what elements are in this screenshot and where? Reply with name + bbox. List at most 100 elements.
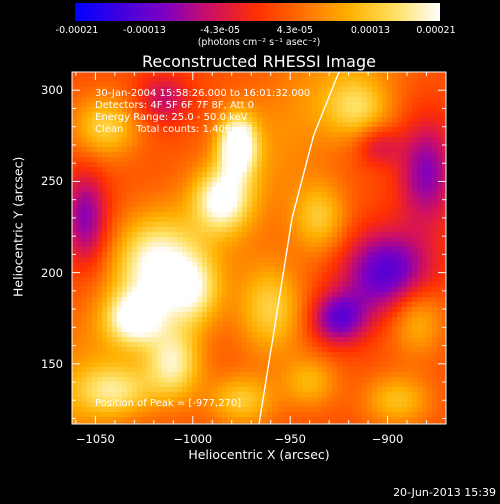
heatmap-cell [162, 102, 168, 108]
heatmap-cell [152, 227, 158, 233]
heatmap-cell [292, 227, 298, 233]
heatmap-cell [332, 92, 338, 98]
heatmap-cell [407, 312, 413, 318]
heatmap-cell [292, 117, 298, 123]
heatmap-cell [182, 312, 188, 318]
heatmap-cell [177, 277, 183, 283]
heatmap-cell [232, 227, 238, 233]
heatmap-cell [247, 287, 253, 293]
heatmap-cell [92, 347, 98, 353]
heatmap-cell [312, 182, 318, 188]
heatmap-cell [92, 77, 98, 83]
heatmap-cell [277, 297, 283, 303]
heatmap-cell [317, 332, 323, 338]
heatmap-cell [107, 217, 113, 223]
heatmap-cell [382, 167, 388, 173]
heatmap-cell [137, 242, 143, 248]
heatmap-cell [137, 262, 143, 268]
heatmap-cell [107, 307, 113, 313]
heatmap-cell [162, 347, 168, 353]
heatmap-cell [362, 377, 368, 383]
heatmap-cell [232, 302, 238, 308]
heatmap-cell [177, 162, 183, 168]
heatmap-cell [197, 162, 203, 168]
heatmap-cell [232, 387, 238, 393]
heatmap-cell [207, 207, 213, 213]
heatmap-cell [277, 262, 283, 268]
heatmap-cell [342, 142, 348, 148]
heatmap-cell [222, 282, 228, 288]
heatmap-cell [277, 167, 283, 173]
heatmap-cell [327, 182, 333, 188]
heatmap-cell [347, 192, 353, 198]
heatmap-cell [222, 307, 228, 313]
heatmap-cell [247, 362, 253, 368]
heatmap-cell [152, 82, 158, 88]
heatmap-cell [72, 77, 78, 83]
heatmap-cell [212, 152, 218, 158]
heatmap-cell [227, 387, 233, 393]
heatmap-cell [162, 247, 168, 253]
heatmap-cell [352, 287, 358, 293]
heatmap-cell [282, 342, 288, 348]
heatmap-cell [317, 242, 323, 248]
heatmap-cell [232, 122, 238, 128]
heatmap-cell [92, 382, 98, 388]
heatmap-cell [317, 112, 323, 118]
heatmap-cell [207, 397, 213, 403]
heatmap-cell [312, 337, 318, 343]
heatmap-cell [112, 142, 118, 148]
heatmap-cell [272, 87, 278, 93]
heatmap-cell [232, 107, 238, 113]
heatmap-cell [397, 282, 403, 288]
heatmap-cell [427, 377, 433, 383]
heatmap-cell [112, 117, 118, 123]
heatmap-cell [87, 207, 93, 213]
heatmap-cell [267, 237, 273, 243]
heatmap-cell [257, 107, 263, 113]
heatmap-cell [77, 282, 83, 288]
heatmap-cell [437, 322, 443, 328]
heatmap-cell [117, 97, 123, 103]
heatmap-cell [127, 352, 133, 358]
heatmap-cell [347, 177, 353, 183]
heatmap-cell [422, 257, 428, 263]
heatmap-cell [437, 237, 443, 243]
heatmap-cell [177, 202, 183, 208]
heatmap-cell [77, 337, 83, 343]
heatmap-cell [242, 362, 248, 368]
heatmap-cell [102, 207, 108, 213]
heatmap-cell [282, 192, 288, 198]
heatmap-cell [397, 267, 403, 273]
heatmap-cell [207, 237, 213, 243]
heatmap-cell [352, 327, 358, 333]
heatmap-cell [312, 362, 318, 368]
heatmap-cell [112, 157, 118, 163]
heatmap-cell [202, 122, 208, 128]
heatmap-cell [352, 97, 358, 103]
heatmap-cell [292, 272, 298, 278]
heatmap-cell [177, 167, 183, 173]
heatmap-cell [227, 262, 233, 268]
heatmap-cell [272, 107, 278, 113]
heatmap-cell [432, 327, 438, 333]
heatmap-cell [322, 112, 328, 118]
heatmap-cell [412, 102, 418, 108]
heatmap-cell [287, 252, 293, 258]
heatmap-cell [192, 122, 198, 128]
heatmap-cell [202, 347, 208, 353]
heatmap-cell [327, 237, 333, 243]
heatmap-cell [287, 182, 293, 188]
heatmap-cell [167, 242, 173, 248]
heatmap-cell [322, 277, 328, 283]
heatmap-cell [147, 217, 153, 223]
heatmap-cell [107, 242, 113, 248]
heatmap-cell [407, 342, 413, 348]
heatmap-cell [377, 297, 383, 303]
heatmap-cell [122, 167, 128, 173]
heatmap-cell [317, 322, 323, 328]
heatmap-cell [392, 372, 398, 378]
heatmap-cell [327, 112, 333, 118]
heatmap-cell [107, 397, 113, 403]
heatmap-cell [107, 117, 113, 123]
